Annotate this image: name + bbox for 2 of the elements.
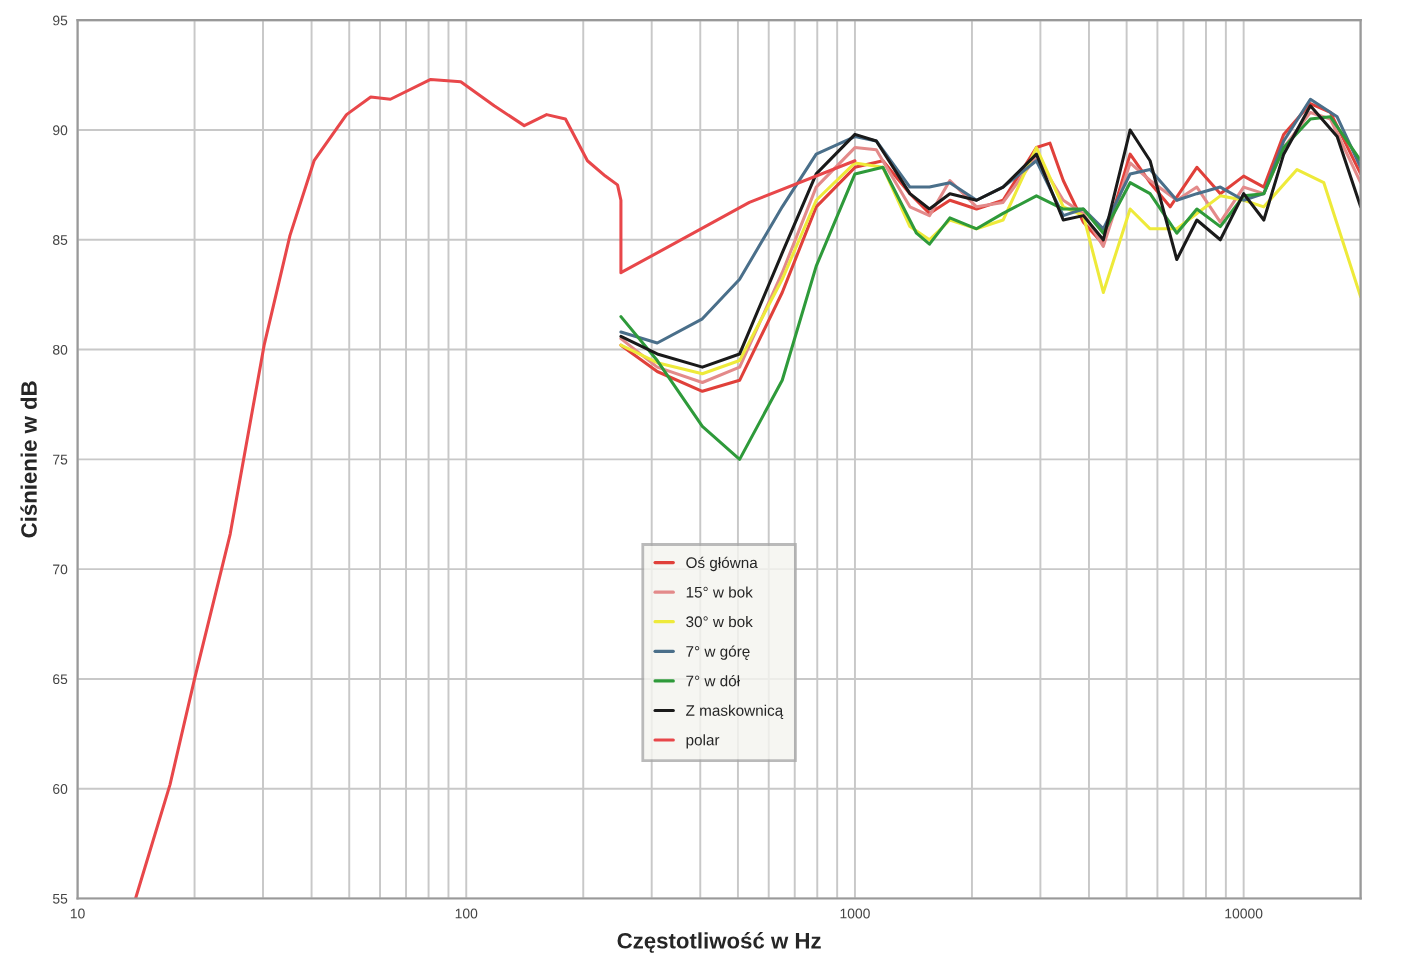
x-axis-title: Częstotliwość w Hz [617, 932, 821, 953]
y-axis-title: Ciśnienie w dB [20, 381, 37, 538]
